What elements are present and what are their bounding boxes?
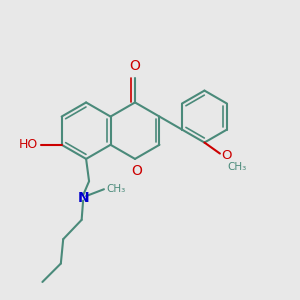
Text: O: O: [131, 164, 142, 178]
Text: CH₃: CH₃: [106, 184, 126, 194]
Text: HO: HO: [19, 138, 38, 151]
Text: O: O: [130, 59, 140, 73]
Text: CH₃: CH₃: [227, 162, 247, 172]
Text: O: O: [221, 149, 232, 162]
Text: N: N: [77, 190, 89, 205]
